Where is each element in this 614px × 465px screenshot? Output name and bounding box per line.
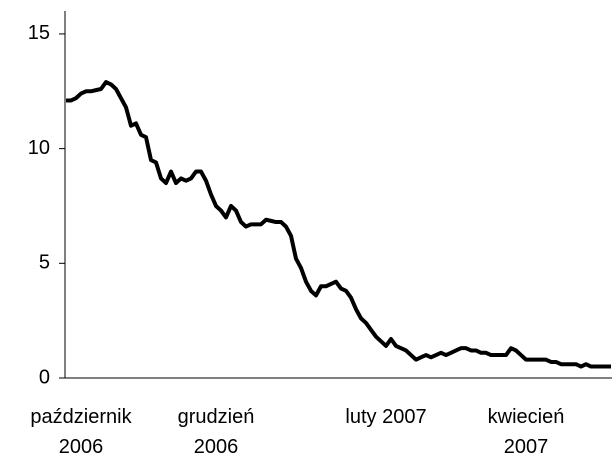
y-tick-label: 15 [28,22,50,44]
data-line [66,80,611,369]
y-tick-label: 0 [39,366,50,388]
x-tick-label: październik 2006 [30,406,132,458]
x-tick-label: kwiecień 2007 [487,406,565,458]
x-tick-label: grudzień 2006 [177,406,255,458]
y-tick-label: 10 [28,137,50,159]
x-tick-label: luty 2007 [345,406,427,428]
y-tick-label: 5 [39,252,50,274]
